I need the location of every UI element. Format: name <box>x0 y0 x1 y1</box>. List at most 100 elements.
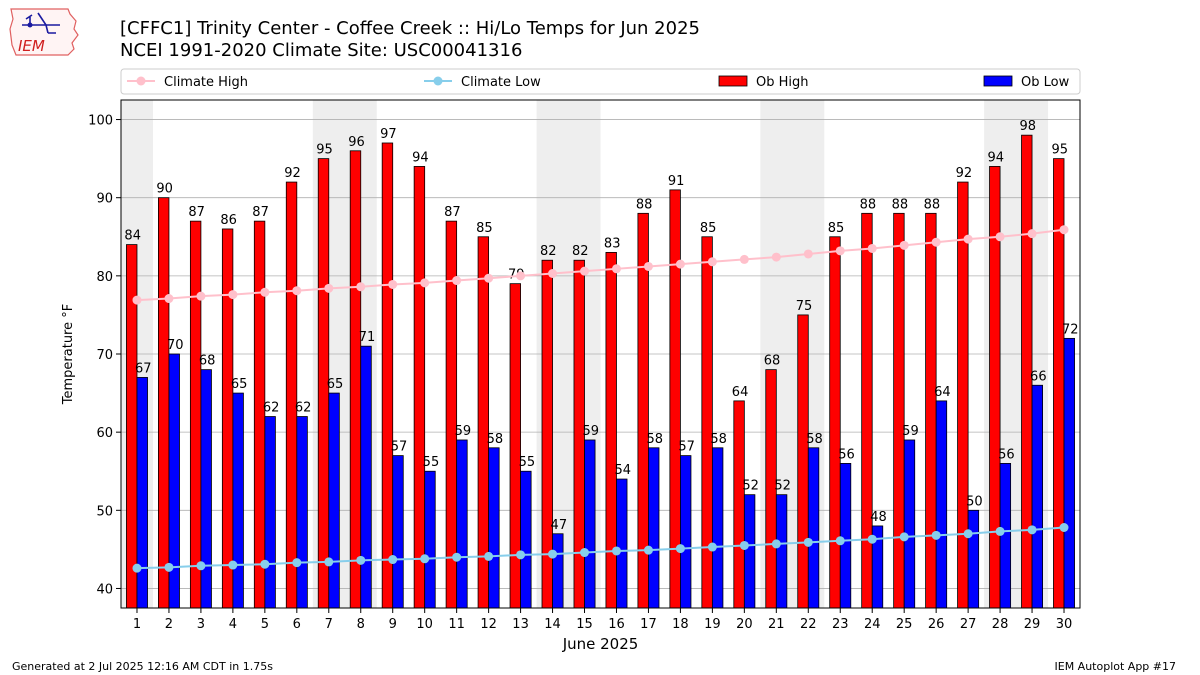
y-tick-label: 100 <box>88 114 113 129</box>
ob-high-label: 82 <box>540 244 557 259</box>
ob-low-bar <box>520 470 532 609</box>
ob-high-bar <box>797 314 809 609</box>
climate-high-point <box>420 278 430 288</box>
legend-ob-high-label: Ob High <box>756 75 809 90</box>
climate-high-point <box>132 295 142 305</box>
ob-low-bar <box>232 392 244 609</box>
ob-low-bar <box>424 470 436 609</box>
ob-high-label: 68 <box>764 354 781 369</box>
y-tick-label: 60 <box>96 426 113 441</box>
ob-low-bar <box>1063 337 1075 609</box>
climate-high-point <box>580 266 590 276</box>
x-tick-label: 9 <box>389 617 397 632</box>
ob-low-bar <box>616 478 628 609</box>
ob-high-label: 82 <box>572 244 589 259</box>
climate-low-point <box>931 530 941 540</box>
ob-high-label: 88 <box>924 197 941 212</box>
climate-low-point <box>388 555 398 565</box>
x-tick-label: 6 <box>293 617 301 632</box>
ob-high-bar <box>925 212 937 609</box>
ob-low-label: 58 <box>806 432 823 447</box>
ob-low-bar <box>1031 384 1043 609</box>
ob-low-bar <box>200 369 212 609</box>
ob-low-label: 62 <box>295 401 312 416</box>
climate-low-point <box>1059 523 1069 533</box>
legend-climate-low-label: Climate Low <box>461 75 541 90</box>
ob-high-bar <box>413 166 426 609</box>
x-tick-label: 14 <box>544 617 561 632</box>
ob-low-label: 59 <box>455 424 472 439</box>
ob-high-label: 94 <box>988 150 1005 165</box>
climate-low-point <box>420 554 430 564</box>
y-tick-label: 50 <box>96 504 113 519</box>
climate-high-point <box>835 246 845 256</box>
ob-low-label: 55 <box>519 455 536 470</box>
ob-low-label: 58 <box>710 432 727 447</box>
climate-high-point <box>196 291 206 301</box>
ob-low-label: 55 <box>423 455 440 470</box>
climate-low-point <box>899 532 909 542</box>
legend-climate-low-marker <box>433 76 443 86</box>
climate-high-point <box>164 294 174 304</box>
ob-low-label: 70 <box>167 338 184 353</box>
ob-high-label: 95 <box>316 143 333 158</box>
x-tick-label: 27 <box>960 617 977 632</box>
ob-high-label: 92 <box>956 166 973 181</box>
ob-low-bar <box>935 400 948 609</box>
x-tick-label: 2 <box>165 617 173 632</box>
climate-low-point <box>164 562 174 572</box>
ob-high-label: 96 <box>348 135 365 150</box>
plot-area: 4050607080901008490878687929596979487857… <box>61 99 1081 653</box>
ob-high-bar <box>829 236 841 609</box>
ob-high-label: 95 <box>1051 143 1068 158</box>
ob-low-label: 57 <box>391 440 408 455</box>
ob-low-label: 58 <box>487 432 504 447</box>
climate-low-point <box>995 526 1005 536</box>
ob-low-label: 66 <box>1030 369 1047 384</box>
ob-high-label: 90 <box>156 182 173 197</box>
climate-low-point <box>803 537 813 547</box>
ob-low-label: 59 <box>583 424 600 439</box>
climate-low-point <box>260 559 270 569</box>
ob-low-bar <box>680 455 692 609</box>
iowa-state-outline <box>9 8 79 56</box>
x-tick-label: 25 <box>896 617 913 632</box>
ob-high-label: 87 <box>252 205 269 220</box>
ob-high-bar <box>285 181 298 609</box>
ob-high-bar <box>957 181 969 609</box>
ob-high-bar <box>381 142 394 609</box>
climate-low-point <box>707 542 717 552</box>
ob-low-bar <box>775 494 788 609</box>
ob-low-bar <box>136 377 148 609</box>
ob-high-label: 88 <box>860 197 877 212</box>
climate-low-point <box>675 544 685 554</box>
climate-high-point <box>867 243 877 253</box>
y-tick-label: 70 <box>96 348 113 363</box>
y-tick-label: 90 <box>96 192 113 207</box>
climate-high-line <box>136 228 1065 302</box>
ob-low-label: 72 <box>1062 322 1079 337</box>
ob-high-bar <box>158 197 170 609</box>
ob-high-label: 87 <box>444 205 461 220</box>
ob-high-label: 87 <box>188 205 205 220</box>
y-tick-label: 40 <box>96 582 113 597</box>
logo-text: IEM <box>18 37 45 55</box>
ob-low-bar <box>807 447 820 609</box>
ob-high-bar <box>349 150 362 609</box>
ob-low-bar <box>296 416 308 609</box>
climate-low-point <box>611 546 621 556</box>
ob-low-label: 58 <box>646 432 663 447</box>
ob-low-label: 65 <box>231 377 248 392</box>
climate-high-point <box>931 237 941 247</box>
climate-low-point <box>835 536 845 546</box>
x-tick-label: 16 <box>608 617 625 632</box>
climate-high-point <box>324 283 334 293</box>
climate-high-point <box>643 261 653 271</box>
climate-high-point <box>388 279 398 289</box>
ob-high-label: 85 <box>828 221 845 236</box>
ob-high-bar <box>701 236 713 609</box>
climate-high-point <box>675 259 685 269</box>
station-dot <box>27 22 33 28</box>
x-tick-label: 17 <box>640 617 657 632</box>
